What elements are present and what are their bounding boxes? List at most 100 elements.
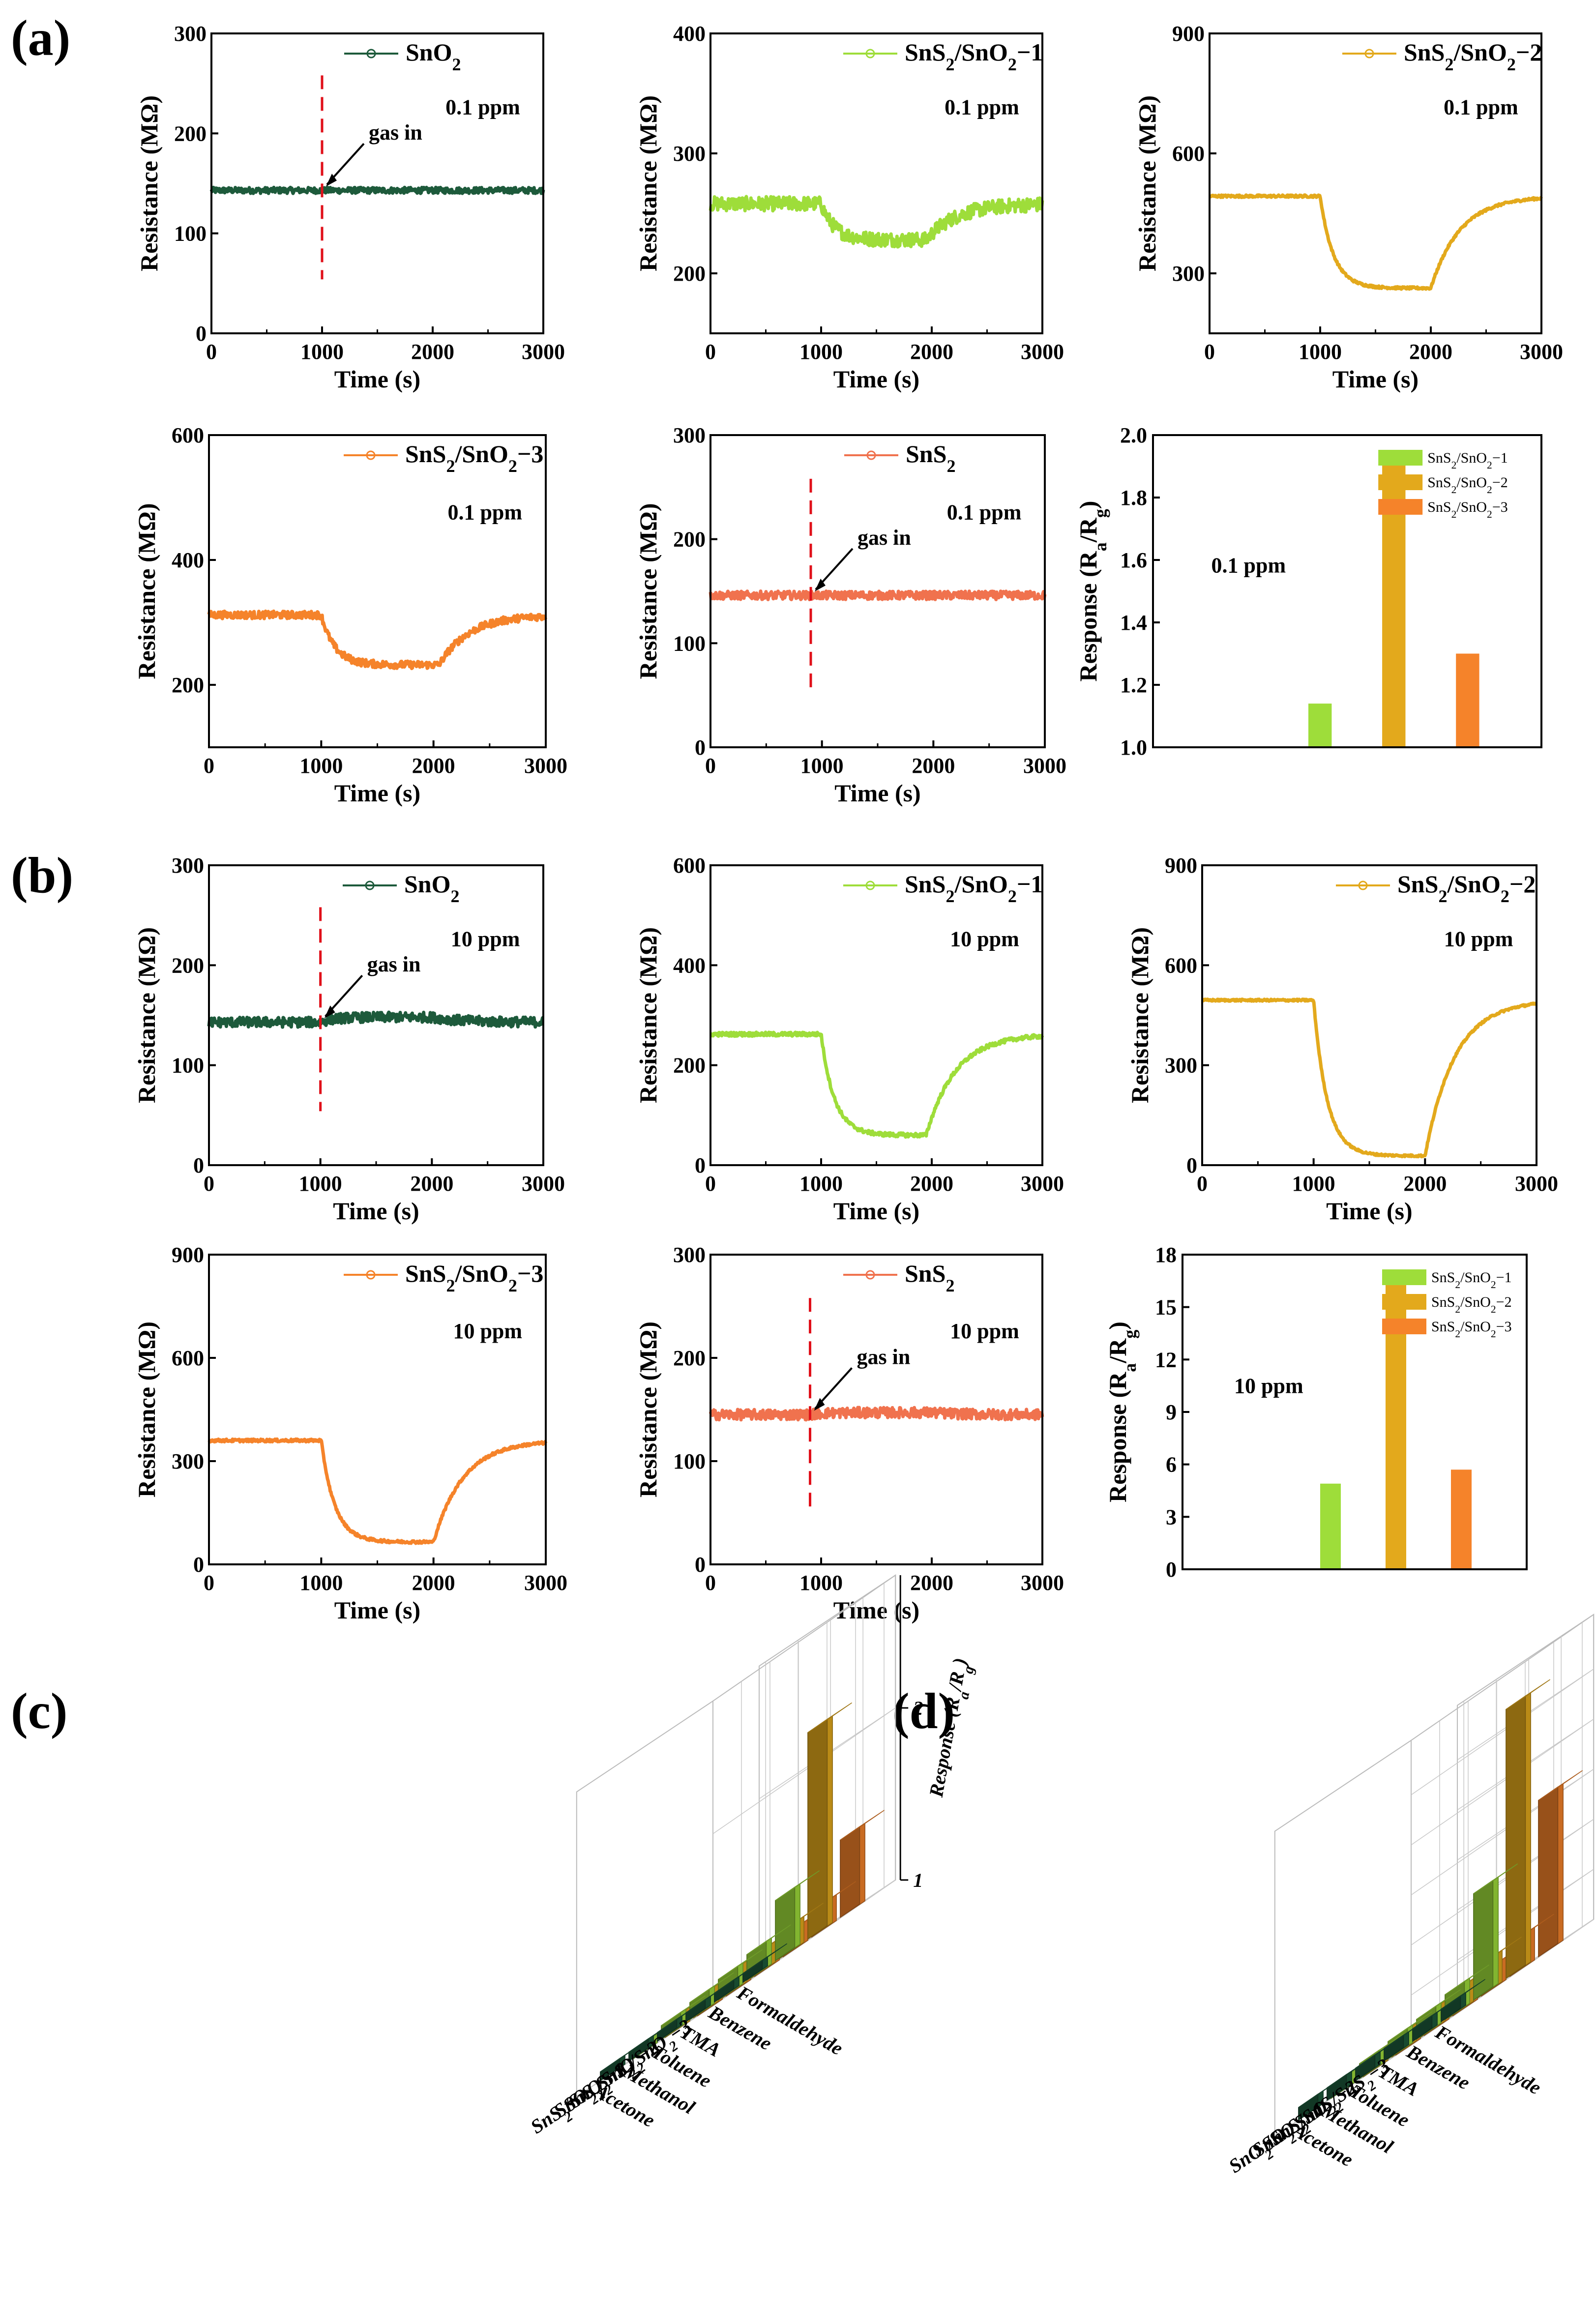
y-tick-label: 0 [193,1553,204,1577]
y-tick-label: 200 [174,121,207,146]
x-tick-label: 3000 [1515,1172,1558,1196]
y-tick-label: 300 [172,1449,204,1473]
x-axis-label: Time (s) [833,1197,919,1225]
gas-in-label: gas in [857,526,911,550]
panel-label-c: (c) [11,1683,67,1739]
plot-frame [208,434,547,748]
y-tick-label: 0 [196,322,207,346]
y-tick-label: 1.6 [1120,548,1147,572]
bar-face-top [775,1870,820,1901]
y-axis-label: Resistance (MΩ) [133,503,160,679]
bar-face-top [600,2041,645,2072]
series-line-b1 [207,1010,545,1029]
x-tick-label: 2000 [412,1571,455,1595]
series-line-a1 [209,185,545,195]
bar-0 [1308,704,1332,747]
gas-in-arrowhead [814,1398,825,1411]
x-tick-label: 0 [705,340,716,364]
y-tick-label: 12 [1155,1348,1177,1372]
y-axis-label: Resistance (MΩ) [634,503,662,679]
concentration-label: 0.1 ppm [445,95,520,119]
panel-label-b: (b) [11,847,73,904]
x-tick-label: 1000 [799,1172,843,1196]
y-tick-label: 0 [193,1153,204,1177]
x-tick-label: 2000 [1403,1172,1447,1196]
legend-marker [366,49,376,59]
y-tick-label: 300 [1172,262,1205,286]
legend-marker [866,450,876,460]
bar-face-top [689,1972,735,2003]
legend-label: SnS2/SnO2−1 [905,38,1043,74]
legend-marker [366,450,376,460]
y-tick-label: 400 [673,953,706,977]
x-axis-label: Time (s) [334,365,420,393]
x-tick-label: 3000 [524,1571,567,1595]
legend-label: SnS2/SnO2−3 [1427,499,1508,520]
bar-0 [1320,1483,1341,1569]
legend-marker [1364,49,1374,59]
series-line-b5 [709,1406,1044,1422]
y-tick-label: 100 [673,631,706,655]
y-tick-label: 200 [673,528,706,552]
y-axis-label: Resistance (MΩ) [1126,927,1153,1103]
gas-in-arrowhead [324,1005,335,1019]
chart-a3: 0 1000 2000 3000 300 600 900 Time (s) Resistance… [1133,22,1563,393]
gas-in-arrowhead [326,174,337,187]
bar-face-right [1506,1695,1526,1979]
y-axis-label: Resistance (MΩ) [135,95,163,271]
chart-b3: 0 1000 2000 3000 0 300 600 900 Time (s) Resistanc… [1126,853,1558,1225]
x-axis-label: Time (s) [834,779,920,807]
bar3d-0-0 [600,2041,645,2082]
panel-label-d: (d) [892,1683,955,1739]
y-tick-label: 300 [673,423,706,447]
gas-in-label: gas in [369,120,422,145]
y-tick-label: 1.0 [1120,735,1147,760]
chart-b4: 0 1000 2000 3000 0 300 600 900 Time (s) Resistanc… [133,1243,567,1624]
y-tick-label: 400 [172,548,204,572]
legend-label: SnS2/SnO2−2 [1404,38,1542,74]
x-tick-label: 0 [1204,340,1215,364]
x-tick-label: 0 [705,1571,716,1595]
grid-line [1411,1869,1594,1996]
y-tick-label: 1.8 [1120,486,1147,510]
x-tick-label: 1000 [1299,340,1342,364]
bar-face-top [1416,1989,1461,2020]
y-tick-label: 200 [172,673,204,697]
y-tick-label: 600 [1172,142,1205,166]
x-axis-label: Time (s) [333,1197,419,1225]
grid-line [1411,1819,1594,1945]
legend-label: SnS2 [906,440,955,476]
series-line-b2 [709,1030,1044,1139]
x-tick-label: 0 [204,1172,214,1196]
y-tick-label: 2.0 [1120,423,1147,447]
chart-b2: 0 1000 2000 3000 0 200 400 600 Time (s) Resistanc… [634,853,1064,1225]
bar-face-top [1538,1770,1583,1801]
concentration-label: 10 ppm [451,927,520,951]
bar-face-top [746,1924,792,1955]
x-tick-label: 0 [1197,1172,1208,1196]
y-tick-label: 100 [174,222,207,246]
legend-label: SnS2/SnO2−2 [1431,1294,1512,1315]
bar-face-right [1473,1879,1494,2001]
x-tick-label: 0 [204,1571,214,1595]
y-tick-label: 1.4 [1120,611,1147,635]
y-tick-label: 300 [172,853,204,878]
chart-d: AcetoneMethanolTolueneTMABenzeneFormalde… [1225,1614,1595,2177]
x-tick-label: 0 [705,1172,716,1196]
x-axis-label: Time (s) [1326,1197,1412,1225]
panel-label-a: (a) [11,10,70,66]
bar-face-top [840,1810,885,1841]
legend-label: SnO2 [406,38,461,74]
x-tick-label: 2000 [410,1172,453,1196]
y-axis-label: Resistance (MΩ) [634,927,662,1103]
y-tick-label: 300 [673,1243,706,1267]
y-tick-label: 200 [172,953,204,977]
y-tick-label: 900 [1172,22,1205,46]
legend-label: SnS2/SnO2−1 [905,870,1043,906]
bar3d-3-5 [840,1810,885,1918]
legend-swatch [1378,474,1423,490]
legend-label: SnO2 [404,870,460,906]
legend-marker [366,1270,376,1280]
y-tick-label: 3 [1166,1505,1177,1529]
legend-swatch [1378,450,1423,466]
